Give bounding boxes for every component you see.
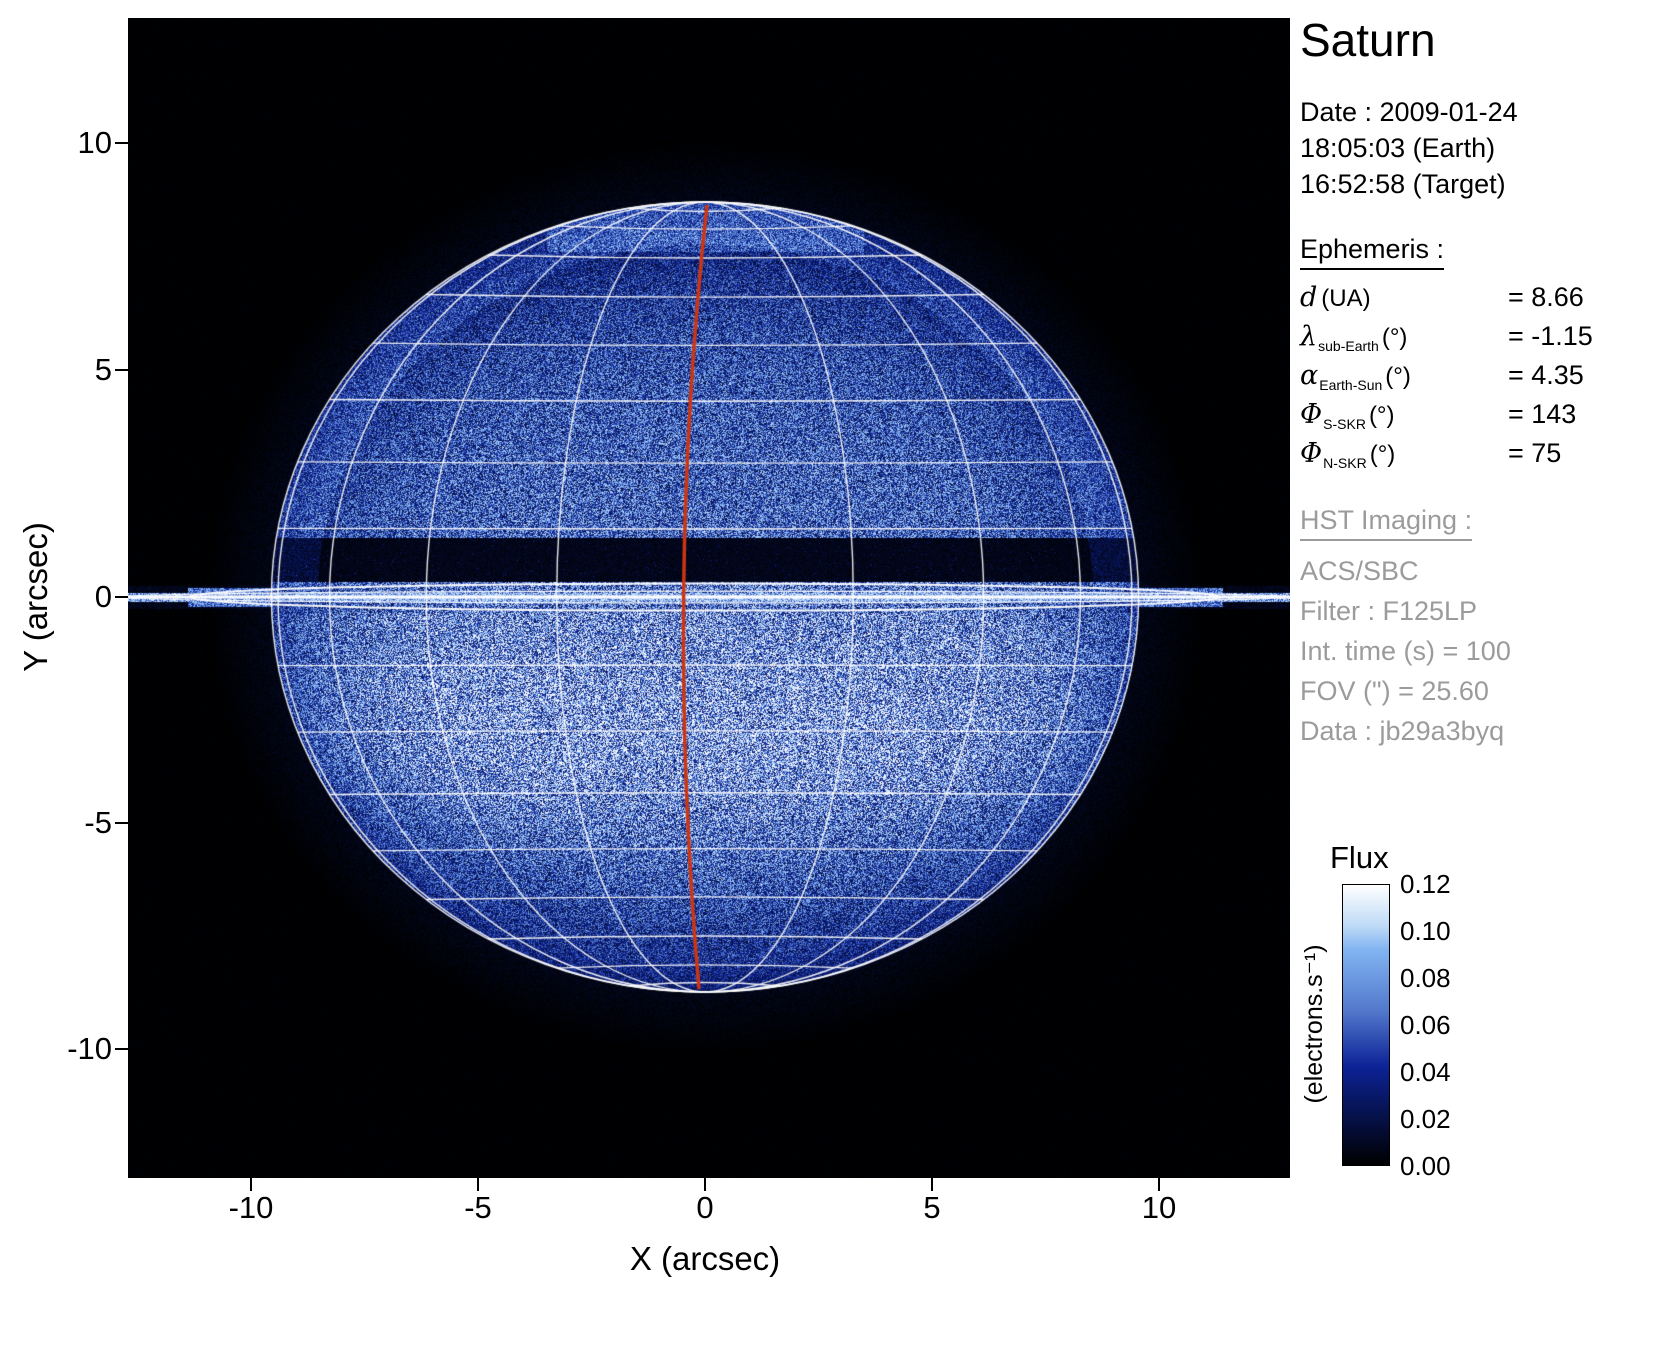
y-tick-label: -10 <box>40 1031 112 1067</box>
hst-imaging-heading: HST Imaging : <box>1300 505 1472 541</box>
ephemeris-symbol: Φ <box>1300 438 1322 469</box>
y-axis-label: Y (arcsec) <box>17 522 55 672</box>
colorbar-tick-labels: 0.12 0.10 0.08 0.06 0.04 0.02 0.00 <box>1400 884 1451 1166</box>
x-tick-label: 10 <box>1142 1190 1176 1226</box>
observation-date: Date : 2009-01-24 <box>1300 94 1672 130</box>
ephemeris-row: αEarth-Sun (°) = 4.35 <box>1300 360 1672 399</box>
ephemeris-unit: (UA) <box>1321 285 1370 312</box>
hst-int-time: Int. time (s) = 100 <box>1300 631 1672 671</box>
ephemeris-subscript: N-SKR <box>1323 455 1367 471</box>
hst-data-id: Data : jb29a3byq <box>1300 711 1672 751</box>
ephemeris-subscript: sub-Earth <box>1318 338 1379 354</box>
y-tick-label: 5 <box>40 352 112 388</box>
ephemeris-subscript: S-SKR <box>1323 416 1366 432</box>
observation-block: Date : 2009-01-24 18:05:03 (Earth) 16:52… <box>1300 94 1672 202</box>
ephemeris-row: d (UA) = 8.66 <box>1300 282 1672 321</box>
ephemeris-value: = 75 <box>1508 438 1561 469</box>
ephemeris-heading: Ephemeris : <box>1300 234 1444 270</box>
ephemeris-row: ΦS-SKR (°) = 143 <box>1300 399 1672 438</box>
x-tick-label: 0 <box>696 1190 713 1226</box>
colorbar-title: Flux <box>1330 840 1389 876</box>
hst-imaging-block: ACS/SBC Filter : F125LP Int. time (s) = … <box>1300 551 1672 751</box>
ephemeris-unit: (°) <box>1385 363 1411 390</box>
observation-target-time: 16:52:58 (Target) <box>1300 166 1672 202</box>
y-tick-mark <box>115 596 128 598</box>
ephemeris-symbol: Φ <box>1300 399 1322 430</box>
hst-fov: FOV (") = 25.60 <box>1300 671 1672 711</box>
y-tick-mark <box>115 142 128 144</box>
ephemeris-quantity: λsub-Earth (°) <box>1300 321 1508 354</box>
ephemeris-unit: (°) <box>1382 324 1408 351</box>
ephemeris-quantity: d (UA) <box>1300 282 1508 315</box>
ephemeris-row: ΦN-SKR (°) = 75 <box>1300 438 1672 477</box>
ephemeris-row: λsub-Earth (°) = -1.15 <box>1300 321 1672 360</box>
ephemeris-table: d (UA) = 8.66 λsub-Earth (°) = -1.15 αEart… <box>1300 282 1672 477</box>
x-tick-label: 5 <box>923 1190 940 1226</box>
y-tick-mark <box>115 1048 128 1050</box>
ephemeris-unit: (°) <box>1369 402 1395 429</box>
ephemeris-symbol: α <box>1300 360 1318 391</box>
ephemeris-unit: (°) <box>1370 441 1396 468</box>
ephemeris-symbol: d <box>1300 282 1317 313</box>
x-tick-label: -10 <box>229 1190 274 1226</box>
ephemeris-value: = 143 <box>1508 399 1576 430</box>
colorbar-gradient <box>1342 884 1390 1166</box>
ephemeris-quantity: αEarth-Sun (°) <box>1300 360 1508 393</box>
observation-earth-time: 18:05:03 (Earth) <box>1300 130 1672 166</box>
colorbar-units-label: (electrons.s⁻¹) <box>1299 944 1329 1103</box>
ephemeris-value: = 8.66 <box>1508 282 1584 313</box>
y-tick-mark <box>115 822 128 824</box>
x-tick-label: -5 <box>464 1190 492 1226</box>
ephemeris-quantity: ΦS-SKR (°) <box>1300 399 1508 432</box>
ephemeris-subscript: Earth-Sun <box>1319 377 1382 393</box>
figure-root: -10 -5 0 5 10 10 5 0 -5 -10 X (arcsec) Y… <box>0 0 1677 1367</box>
figure-title: Saturn <box>1300 14 1672 66</box>
ephemeris-value: = 4.35 <box>1508 360 1584 391</box>
hst-filter: Filter : F125LP <box>1300 591 1672 631</box>
ephemeris-symbol: λ <box>1300 321 1317 352</box>
x-axis-label: X (arcsec) <box>630 1240 780 1278</box>
info-panel: Saturn Date : 2009-01-24 18:05:03 (Earth… <box>1300 14 1672 751</box>
hst-instrument: ACS/SBC <box>1300 551 1672 591</box>
ephemeris-value: = -1.15 <box>1508 321 1593 352</box>
y-tick-mark <box>115 369 128 371</box>
ephemeris-quantity: ΦN-SKR (°) <box>1300 438 1508 471</box>
y-tick-label: 10 <box>40 125 112 161</box>
y-tick-label: -5 <box>40 805 112 841</box>
saturn-image-plot <box>128 18 1290 1178</box>
